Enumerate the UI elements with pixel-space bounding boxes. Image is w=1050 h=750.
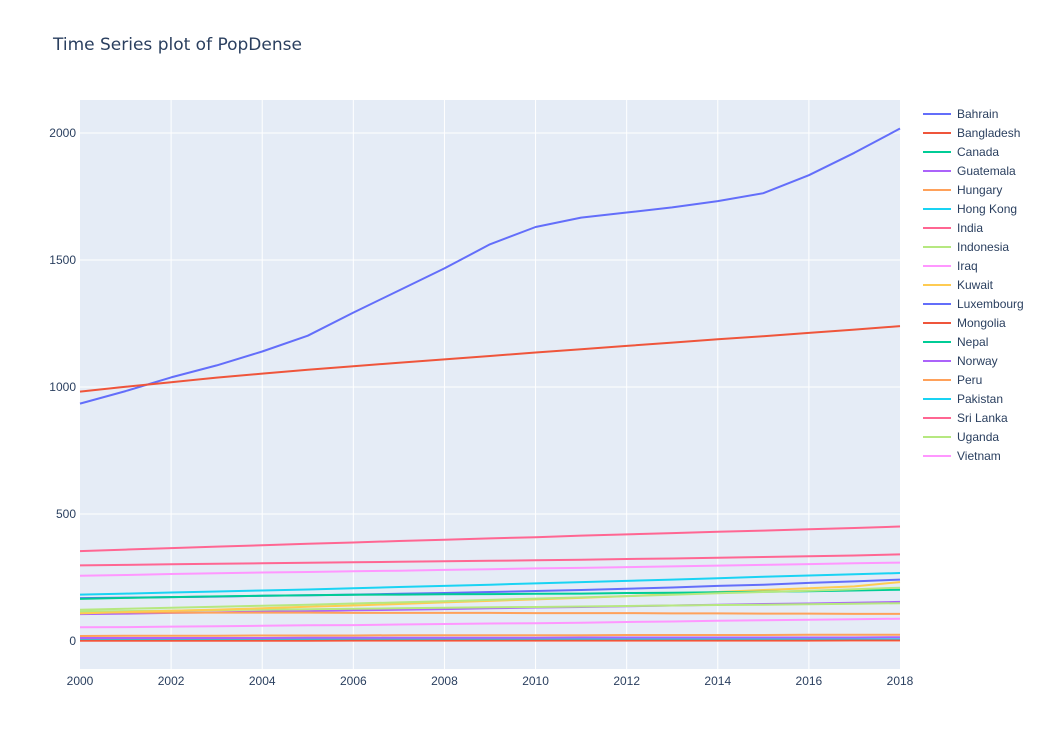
x-tick-label: 2004 [249, 674, 276, 688]
y-tick-label: 0 [69, 634, 76, 648]
legend-label: Luxembourg [957, 297, 1024, 311]
y-axis: 0 500 1000 1500 2000 [49, 126, 76, 648]
legend-label: India [957, 221, 983, 235]
y-tick-label: 500 [56, 507, 76, 521]
series-line-peru[interactable] [79, 633, 900, 637]
legend-label: Iraq [957, 259, 978, 273]
legend-item-pakistan[interactable]: Pakistan [923, 392, 1003, 406]
legend-item-norway[interactable]: Norway [923, 354, 998, 368]
series-line-norway[interactable] [80, 636, 901, 639]
legend-label: Uganda [957, 430, 999, 444]
x-tick-label: 2018 [887, 674, 914, 688]
legend-label: Kuwait [957, 278, 994, 292]
series-line-iraq[interactable] [79, 617, 901, 629]
legend-item-iraq[interactable]: Iraq [923, 259, 978, 273]
y-tick-label: 1500 [49, 253, 76, 267]
series-line-india[interactable] [79, 525, 901, 553]
x-tick-label: 2016 [796, 674, 823, 688]
legend-label: Canada [957, 145, 999, 159]
series-line-uganda[interactable] [79, 586, 901, 611]
legend-item-guatemala[interactable]: Guatemala [923, 164, 1016, 178]
chart-title: Time Series plot of PopDense [52, 35, 302, 55]
legend-label: Hong Kong [957, 202, 1017, 216]
legend-item-mongolia[interactable]: Mongolia [923, 316, 1006, 330]
legend-item-uganda[interactable]: Uganda [923, 430, 999, 444]
legend-label: Bangladesh [957, 126, 1020, 140]
y-tick-label: 2000 [49, 126, 76, 140]
legend-item-vietnam[interactable]: Vietnam [923, 449, 1001, 463]
legend-item-luxembourg[interactable]: Luxembourg [923, 297, 1024, 311]
series-line-pakistan[interactable] [79, 572, 901, 596]
legend-item-bahrain[interactable]: Bahrain [923, 107, 998, 121]
x-tick-label: 2014 [704, 674, 731, 688]
legend-item-hong-kong[interactable]: Hong Kong [923, 202, 1017, 216]
series-line-sri-lanka[interactable] [79, 553, 901, 567]
legend-label: Bahrain [957, 107, 998, 121]
legend-item-india[interactable]: India [923, 221, 983, 235]
series-line-bangladesh[interactable] [79, 325, 901, 393]
legend-label: Indonesia [957, 240, 1009, 254]
x-tick-label: 2000 [67, 674, 94, 688]
legend-item-canada[interactable]: Canada [923, 145, 999, 159]
legend-label: Pakistan [957, 392, 1003, 406]
y-tick-label: 1000 [49, 380, 76, 394]
legend-label: Vietnam [957, 449, 1001, 463]
x-axis: 2000 2002 2004 2006 2008 2010 2012 2014 2016 2018 [67, 674, 914, 688]
legend-item-indonesia[interactable]: Indonesia [923, 240, 1009, 254]
legend-item-hungary[interactable]: Hungary [923, 183, 1002, 197]
x-tick-label: 2008 [431, 674, 458, 688]
legend-item-bangladesh[interactable]: Bangladesh [923, 126, 1020, 140]
x-tick-label: 2010 [522, 674, 549, 688]
x-tick-label: 2006 [340, 674, 367, 688]
legend-label: Hungary [957, 183, 1002, 197]
legend-label: Norway [957, 354, 998, 368]
series-line-vietnam[interactable] [79, 561, 901, 577]
x-tick-label: 2002 [158, 674, 185, 688]
legend-item-kuwait[interactable]: Kuwait [923, 278, 994, 292]
series-line-hungary[interactable] [80, 611, 900, 615]
legend-item-sri-lanka[interactable]: Sri Lanka [923, 411, 1008, 425]
legend-item-nepal[interactable]: Nepal [923, 335, 988, 349]
series-lines [79, 127, 901, 642]
legend-label: Mongolia [957, 316, 1006, 330]
legend-label: Sri Lanka [957, 411, 1008, 425]
legend-label: Guatemala [957, 164, 1016, 178]
legend-item-peru[interactable]: Peru [923, 373, 982, 387]
legend-label: Nepal [957, 335, 988, 349]
x-tick-label: 2012 [613, 674, 640, 688]
legend-label: Peru [957, 373, 982, 387]
legend[interactable]: Bahrain Bangladesh Canada Guatemala Hungary H… [923, 107, 1024, 463]
series-line-bahrain[interactable] [79, 127, 901, 405]
